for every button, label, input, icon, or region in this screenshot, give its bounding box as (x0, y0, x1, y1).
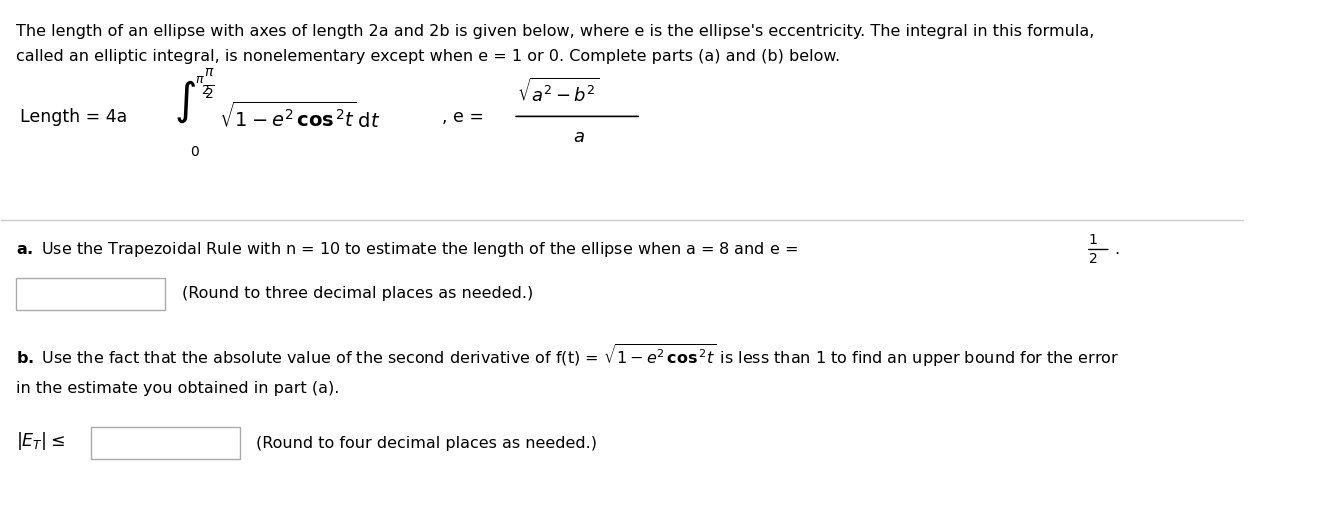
Text: called an elliptic integral, is nonelementary except when e = 1 or 0. Complete p: called an elliptic integral, is noneleme… (16, 49, 841, 64)
Text: $2$: $2$ (1088, 251, 1097, 266)
FancyBboxPatch shape (90, 427, 239, 460)
Text: , e =: , e = (443, 108, 484, 126)
Text: $|E_T| \leq$: $|E_T| \leq$ (16, 430, 65, 452)
FancyBboxPatch shape (16, 278, 165, 310)
Text: $\pi$: $\pi$ (196, 73, 205, 86)
Text: $\mathbf{a.}$ Use the Trapezoidal Rule with n = 10 to estimate the length of the: $\mathbf{a.}$ Use the Trapezoidal Rule w… (16, 240, 798, 260)
Text: $\sqrt{a^{2}-b^{2}}$: $\sqrt{a^{2}-b^{2}}$ (517, 78, 600, 106)
Text: $\overline{2}$: $\overline{2}$ (203, 84, 214, 103)
Text: 2: 2 (201, 84, 209, 97)
Text: $\sqrt{1-e^{2}\,\mathbf{cos}^{\,2}t}\,\mathrm{d}t$: $\sqrt{1-e^{2}\,\mathbf{cos}^{\,2}t}\,\m… (219, 102, 380, 132)
Text: $\pi$: $\pi$ (203, 65, 214, 79)
Text: $a$: $a$ (573, 128, 585, 146)
Text: $\int$: $\int$ (174, 79, 197, 125)
Text: The length of an ellipse with axes of length 2a and 2b is given below, where e i: The length of an ellipse with axes of le… (16, 24, 1095, 39)
Text: $1$: $1$ (1088, 233, 1099, 247)
Text: Length = 4a: Length = 4a (20, 108, 128, 126)
Text: .: . (1115, 242, 1120, 258)
Text: in the estimate you obtained in part (a).: in the estimate you obtained in part (a)… (16, 381, 339, 395)
Text: (Round to three decimal places as needed.): (Round to three decimal places as needed… (181, 286, 533, 301)
Text: $0$: $0$ (190, 144, 200, 159)
Text: $\mathbf{b.}$ Use the fact that the absolute value of the second derivative of f: $\mathbf{b.}$ Use the fact that the abso… (16, 342, 1120, 369)
Text: (Round to four decimal places as needed.): (Round to four decimal places as needed.… (257, 436, 597, 451)
